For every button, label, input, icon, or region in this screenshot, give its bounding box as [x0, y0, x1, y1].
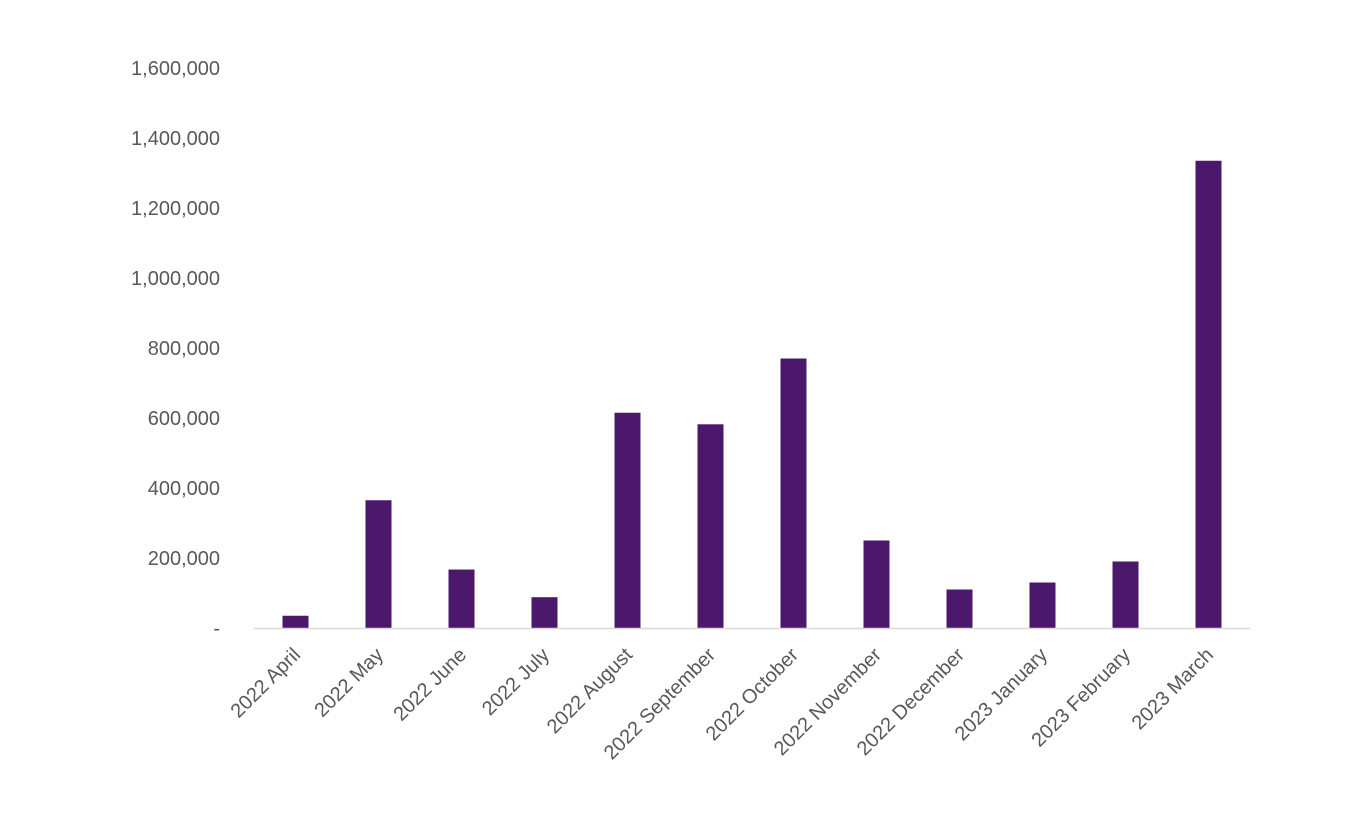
x-tick-label: 2022 July [478, 644, 554, 720]
bar [365, 500, 392, 628]
x-tick-label: 2022 June [389, 644, 471, 726]
bar [1112, 561, 1139, 628]
bar [780, 358, 807, 628]
bar [531, 597, 558, 628]
x-tick-label: 2022 May [310, 644, 388, 722]
y-tick-label: 200,000 [148, 548, 220, 570]
bar [282, 615, 309, 628]
y-tick-label: 1,200,000 [131, 198, 220, 220]
y-tick-label: 1,600,000 [131, 58, 220, 80]
bar [614, 412, 641, 628]
bar [1195, 160, 1222, 628]
y-axis-ticks: - 200,000 400,000 600,000 800,000 1,000,000 1,… [131, 58, 220, 640]
bar [946, 589, 973, 628]
bar [863, 540, 890, 628]
y-tick-label: 400,000 [148, 478, 220, 500]
bar [1029, 582, 1056, 628]
y-tick-label: 600,000 [148, 408, 220, 430]
bar [448, 569, 475, 628]
x-axis-ticks: 2022 April 2022 May 2022 June 2022 July2022… [227, 644, 1218, 764]
y-tick-label: 1,400,000 [131, 128, 220, 150]
x-tick-label: 2022 April [227, 644, 305, 722]
y-tick-label: 800,000 [148, 338, 220, 360]
x-tick-label: 2023 March [1128, 644, 1218, 734]
bars-group [282, 160, 1222, 628]
y-tick-label: - [213, 618, 220, 640]
y-tick-label: 1,000,000 [131, 268, 220, 290]
bar [697, 424, 724, 628]
